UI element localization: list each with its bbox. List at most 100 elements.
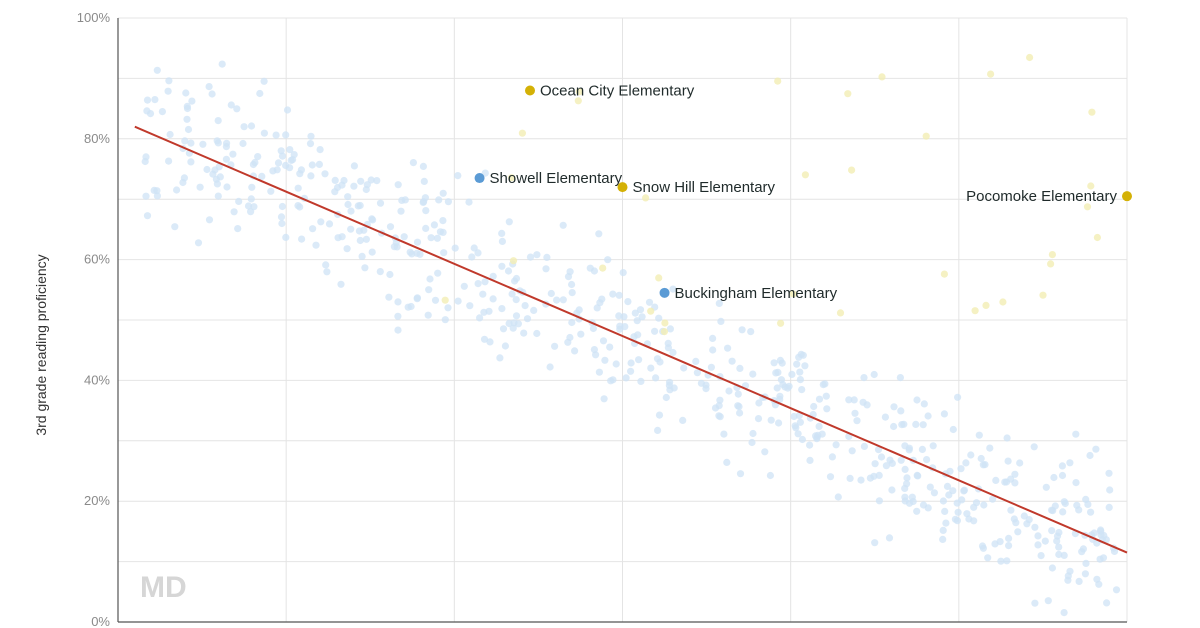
background-point xyxy=(792,424,800,432)
background-point xyxy=(970,517,978,525)
background-point xyxy=(439,217,447,225)
background-point xyxy=(1041,537,1049,545)
background-point xyxy=(1005,542,1013,550)
background-point xyxy=(173,186,181,194)
background-point xyxy=(356,236,364,245)
background-point xyxy=(286,146,294,154)
background-point xyxy=(205,216,214,224)
background-point xyxy=(903,474,911,482)
background-point xyxy=(344,193,352,201)
background-point xyxy=(481,169,489,177)
background-point xyxy=(662,393,670,402)
background-point xyxy=(832,441,840,449)
background-point xyxy=(670,384,678,392)
background-point xyxy=(636,306,645,314)
background-point-highlight xyxy=(575,88,583,96)
background-point xyxy=(282,131,290,139)
background-point xyxy=(720,430,728,438)
background-point xyxy=(316,146,324,154)
background-point xyxy=(918,445,927,453)
background-point-highlight xyxy=(642,194,650,202)
background-point xyxy=(479,290,487,298)
background-point xyxy=(749,370,757,378)
background-point xyxy=(949,425,957,434)
background-point xyxy=(568,318,576,327)
background-point xyxy=(278,152,287,160)
school-point xyxy=(617,182,628,193)
background-point xyxy=(568,289,576,297)
background-point xyxy=(651,327,659,335)
background-point xyxy=(426,275,434,283)
background-point xyxy=(1016,459,1024,467)
background-point xyxy=(474,249,482,257)
y-tick-label: 0% xyxy=(91,614,110,628)
background-point xyxy=(798,386,806,394)
background-point xyxy=(401,196,409,204)
background-point xyxy=(441,316,449,324)
background-point xyxy=(749,429,757,438)
background-point xyxy=(777,376,786,384)
background-point xyxy=(439,228,447,236)
background-point xyxy=(425,286,433,294)
background-point xyxy=(347,225,355,233)
background-point xyxy=(250,203,258,211)
background-point xyxy=(794,430,802,438)
background-point xyxy=(533,329,541,338)
background-point xyxy=(182,89,190,97)
background-point xyxy=(776,356,785,364)
background-point xyxy=(274,159,283,167)
background-point xyxy=(322,261,330,269)
background-point xyxy=(376,268,384,276)
background-point xyxy=(294,184,302,192)
background-point xyxy=(227,101,235,109)
background-point xyxy=(788,370,796,378)
background-point xyxy=(679,416,687,424)
background-point xyxy=(960,486,969,494)
background-point xyxy=(505,218,513,226)
background-point xyxy=(222,143,230,151)
background-point xyxy=(214,139,222,147)
background-point xyxy=(1048,564,1056,572)
background-point xyxy=(283,106,292,114)
background-point xyxy=(860,374,868,382)
background-point xyxy=(796,376,805,384)
background-point xyxy=(715,299,723,307)
background-point xyxy=(1030,443,1038,451)
background-point xyxy=(913,507,921,515)
background-point xyxy=(568,280,576,289)
background-point xyxy=(886,456,894,464)
background-point xyxy=(853,417,861,425)
background-point xyxy=(1073,501,1081,509)
background-point xyxy=(323,268,331,276)
background-point xyxy=(344,200,352,209)
background-point xyxy=(454,297,462,305)
background-point xyxy=(716,396,724,404)
background-point xyxy=(229,150,237,158)
background-point xyxy=(1055,543,1063,551)
background-point xyxy=(815,395,824,403)
background-point xyxy=(954,393,962,401)
background-point xyxy=(397,207,405,215)
background-point xyxy=(806,441,814,449)
y-tick-label: 100% xyxy=(77,10,111,25)
background-point xyxy=(394,181,402,189)
background-point xyxy=(866,474,875,482)
background-point xyxy=(309,225,317,233)
background-point xyxy=(312,241,320,249)
background-point xyxy=(143,96,152,104)
background-point xyxy=(150,186,158,194)
background-point xyxy=(828,453,837,461)
background-point xyxy=(368,248,376,256)
background-point xyxy=(624,298,632,306)
background-point xyxy=(504,267,513,275)
background-point xyxy=(317,218,325,226)
background-point xyxy=(590,346,599,354)
background-point xyxy=(1037,552,1045,560)
background-point xyxy=(834,493,842,501)
background-point xyxy=(924,412,932,420)
background-point xyxy=(766,471,775,480)
background-point xyxy=(655,411,664,419)
background-point xyxy=(337,280,345,288)
background-point-highlight xyxy=(848,166,856,174)
